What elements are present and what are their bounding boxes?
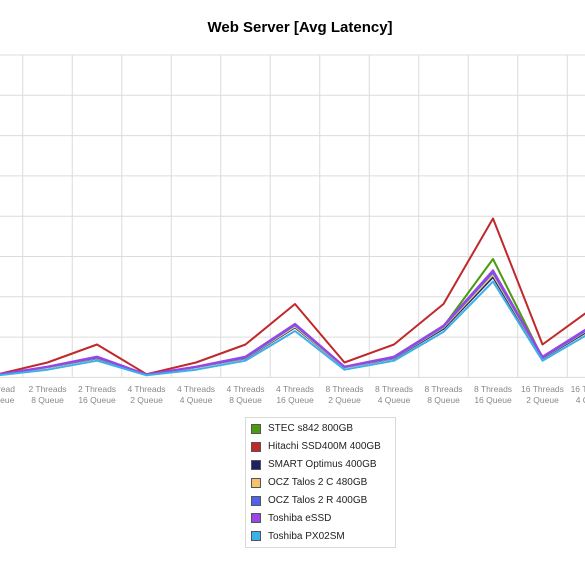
legend-item: STEC s842 800GB bbox=[246, 420, 395, 438]
legend-label: SMART Optimus 400GB bbox=[268, 459, 377, 471]
legend-label: Toshiba eSSD bbox=[268, 512, 332, 524]
chart-title: Web Server [Avg Latency] bbox=[207, 19, 393, 36]
legend-swatch bbox=[251, 423, 261, 434]
legend-swatch bbox=[251, 459, 261, 470]
x-tick-label: 8 Threads 4 Queue bbox=[375, 384, 413, 405]
x-tick-label: 2 Threads 16 Queue bbox=[78, 384, 116, 405]
series-line-toshiba-px02sm bbox=[0, 280, 585, 377]
x-tick-label: 8 Threads 8 Queue bbox=[424, 384, 462, 405]
x-tick-label: 4 Threads 4 Queue bbox=[177, 384, 215, 405]
x-tick-label: 8 Threads 16 Queue bbox=[474, 384, 512, 405]
gridlines bbox=[0, 54, 585, 378]
legend-swatch bbox=[251, 441, 261, 452]
x-tick-label: 1 Thread1 Queue bbox=[0, 384, 15, 405]
legend-item: SMART Optimus 400GB bbox=[246, 456, 395, 474]
x-tick-label: 2 Threads 8 Queue bbox=[28, 384, 66, 405]
x-tick-label: 4 Threads 8 Queue bbox=[226, 384, 264, 405]
legend: STEC s842 800GB Hitachi SSD400M 400GB SMAR… bbox=[245, 417, 396, 549]
legend-label: OCZ Talos 2 R 400GB bbox=[268, 495, 368, 506]
legend-item: Toshiba PX02SM bbox=[246, 527, 395, 545]
x-tick-label: 16 Threads 2 Queue bbox=[521, 384, 564, 405]
legend-label: OCZ Talos 2 C 480GB bbox=[268, 477, 368, 489]
legend-label: STEC s842 800GB bbox=[268, 423, 354, 435]
legend-label: Toshiba PX02SM bbox=[268, 530, 345, 542]
x-tick-label: 8 Threads 2 Queue bbox=[325, 384, 363, 405]
x-tick-label: 4 Threads 16 Queue bbox=[276, 384, 314, 405]
x-tick-label: 4 Threads 2 Queue bbox=[127, 384, 165, 405]
series-lines bbox=[0, 217, 585, 377]
legend-swatch bbox=[251, 477, 261, 488]
legend-label: Hitachi SSD400M 400GB bbox=[268, 441, 381, 453]
series-line-hitachi-ssd400m-400gb bbox=[0, 217, 585, 376]
legend-item: OCZ Talos 2 C 480GB bbox=[246, 474, 395, 492]
legend-item: Toshiba eSSD bbox=[246, 509, 395, 527]
legend-swatch bbox=[251, 513, 261, 524]
legend-item: OCZ Talos 2 R 400GB bbox=[246, 492, 395, 510]
legend-item: Hitachi SSD400M 400GB bbox=[246, 438, 395, 456]
legend-swatch bbox=[251, 495, 261, 506]
series-line-toshiba-essd bbox=[0, 269, 585, 376]
legend-swatch bbox=[251, 531, 261, 542]
